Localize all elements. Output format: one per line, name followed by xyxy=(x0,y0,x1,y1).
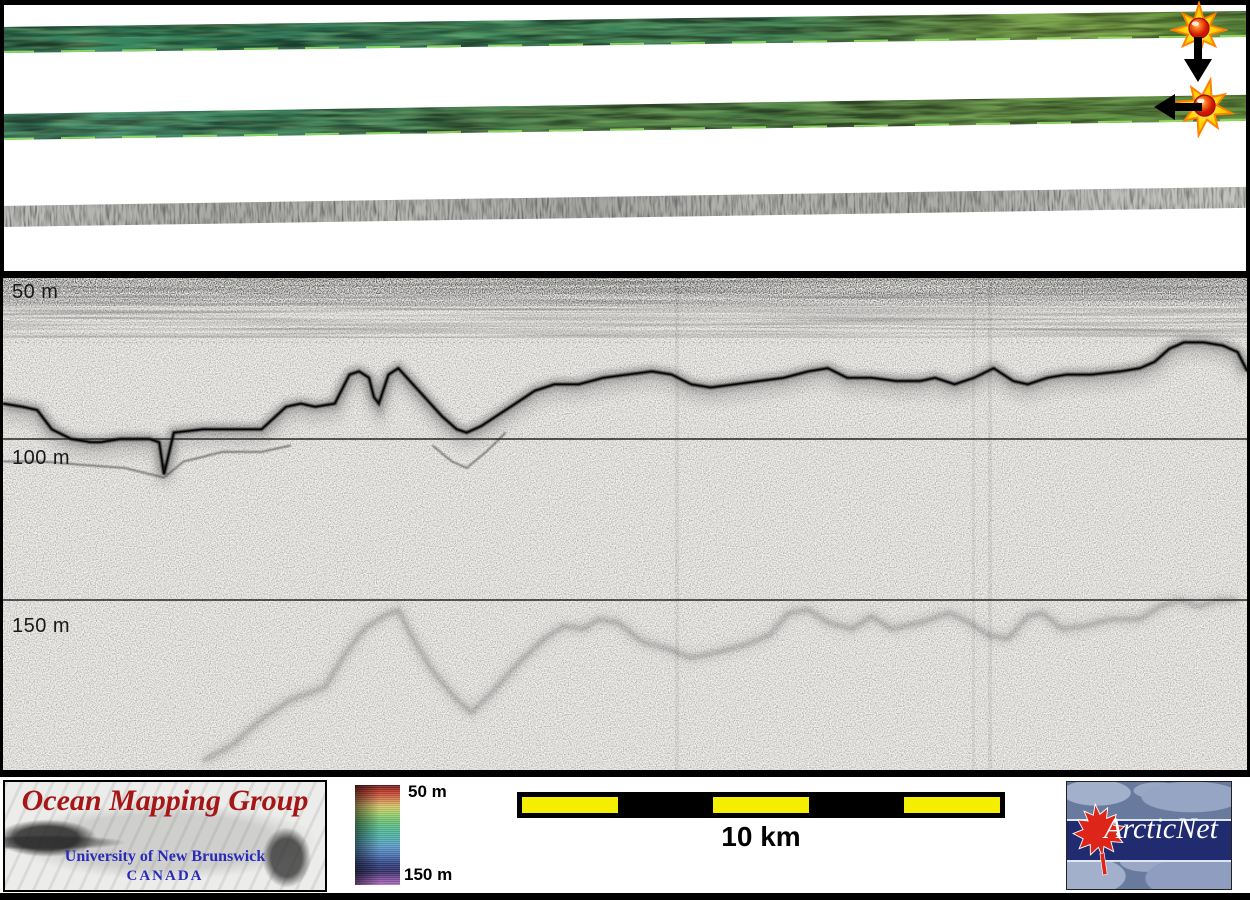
scalebar-segment-black xyxy=(618,797,714,813)
scalebar-segment-black xyxy=(809,797,905,813)
bathymetry-texture xyxy=(0,10,1250,53)
sidescan-texture xyxy=(0,186,1250,227)
omg-logo-background xyxy=(5,782,325,890)
arcticnet-logo: ArcticNet xyxy=(1066,781,1232,890)
colorbar-bottom-label: 150 m xyxy=(404,865,453,884)
distance-scalebar xyxy=(517,792,1005,818)
scalebar-segment-yellow xyxy=(522,797,618,813)
subbottom-echogram: 50 m 100 m 150 m xyxy=(0,271,1250,777)
maple-leaf-icon xyxy=(1072,802,1126,876)
panel-left-border xyxy=(0,0,4,271)
omg-logo: Ocean Mapping Group University of New Br… xyxy=(3,780,327,892)
left-arrow-icon xyxy=(1154,94,1202,120)
sidescan-strip xyxy=(0,186,1250,227)
echo-traces xyxy=(1,336,1250,765)
scalebar-label: 10 km xyxy=(721,821,801,852)
survey-strip-panel xyxy=(0,0,1250,271)
depth-colorbar xyxy=(355,785,400,885)
starburst-icon xyxy=(1170,1,1228,59)
omg-logo-university: University of New Brunswick xyxy=(64,848,266,865)
down-arrow-icon xyxy=(1184,37,1212,82)
multibeam-swath-strip-2 xyxy=(0,94,1250,140)
echogram-canvas xyxy=(0,271,1250,777)
arcticnet-logo-text: ArcticNet xyxy=(1104,812,1218,845)
omg-logo-title: Ocean Mapping Group xyxy=(21,784,309,817)
colorbar-top-label: 50 m xyxy=(408,782,447,801)
panel-right-border xyxy=(1246,0,1250,271)
scalebar-segment-yellow xyxy=(904,797,1000,813)
panel-top-border xyxy=(0,0,1250,5)
depth-label-50m: 50 m xyxy=(12,281,59,303)
multibeam-swath-strip-1 xyxy=(0,10,1250,53)
scalebar-segment-yellow xyxy=(713,797,809,813)
figure-bottom-border xyxy=(0,893,1250,900)
depth-label-150m: 150 m xyxy=(12,615,71,637)
footer-panel: Ocean Mapping Group University of New Br… xyxy=(0,777,1250,900)
omg-logo-country: CANADA xyxy=(126,868,204,884)
depth-label-100m: 100 m xyxy=(12,447,71,469)
bathymetry-texture xyxy=(0,94,1250,140)
